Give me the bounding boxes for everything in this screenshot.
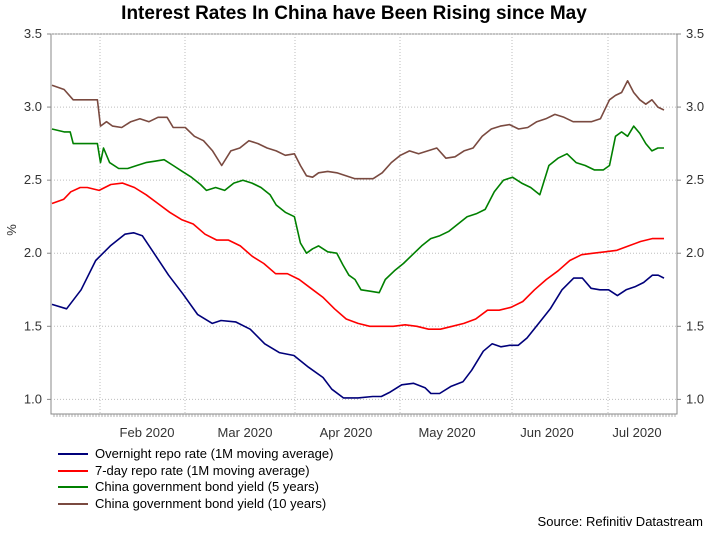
y-tick-label-right: 2.5 [686,172,704,187]
legend-label-7day: 7-day repo rate (1M moving average) [95,462,310,478]
x-tick-label: May 2020 [418,425,475,440]
chart-title: Interest Rates In China have Been Rising… [121,3,587,24]
legend-label-10y: China government bond yield (10 years) [95,495,327,511]
y-tick-label-right: 3.0 [686,99,704,114]
y-axis-left: 1.0 1.5 2.0 2.5 3.0 3.5 [24,26,51,406]
y-tick-label-left: 3.5 [24,26,42,41]
y-tick-label-left: 2.0 [24,245,42,260]
legend-label-5y: China government bond yield (5 years) [95,479,320,494]
source-note: Source: Refinitiv Datastream [537,514,703,529]
overnight-repo-line [51,232,665,399]
y-tick-label-right: 1.5 [686,318,704,333]
x-tick-label: Apr 2020 [320,425,373,440]
bond-5y-line [51,125,664,294]
y-axis-label: % [4,224,19,236]
y-tick-label-left: 2.5 [24,172,42,187]
series-lines [51,80,665,399]
y-axis-right: 1.0 1.5 2.0 2.5 3.0 3.5 [677,26,704,406]
gridlines [51,33,677,414]
bond-10y-line [51,80,665,180]
legend-item: China government bond yield (10 years) [58,496,333,513]
y-tick-label-left: 1.5 [24,318,42,333]
x-tick-label: Mar 2020 [218,425,273,440]
x-axis: Feb 2020 Mar 2020 Apr 2020 May 2020 Jun 2020… [120,425,662,440]
legend-swatch-10y [58,502,88,505]
x-tick-label: Feb 2020 [120,425,175,440]
y-tick-label-left: 1.0 [24,391,42,406]
legend-item: Overnight repo rate (1M moving average) [58,446,333,463]
legend-label-overnight: Overnight repo rate (1M moving average) [95,446,334,461]
x-tick-label: Jun 2020 [520,425,574,440]
legend-item: 7-day repo rate (1M moving average) [58,463,333,480]
y-tick-label-right: 3.5 [686,26,704,41]
y-tick-label-left: 3.0 [24,99,42,114]
legend: Overnight repo rate (1M moving average) … [58,446,333,512]
x-tick-label: Jul 2020 [612,425,661,440]
seven-day-repo-line [51,182,664,330]
legend-item: China government bond yield (5 years) [58,479,333,496]
legend-swatch-5y [58,486,88,489]
x-minor-ticks [53,414,676,417]
y-tick-label-right: 1.0 [686,391,704,406]
legend-swatch-overnight [58,453,88,456]
legend-swatch-7day [58,469,88,472]
y-tick-label-right: 2.0 [686,245,704,260]
plot-frame [50,33,678,415]
